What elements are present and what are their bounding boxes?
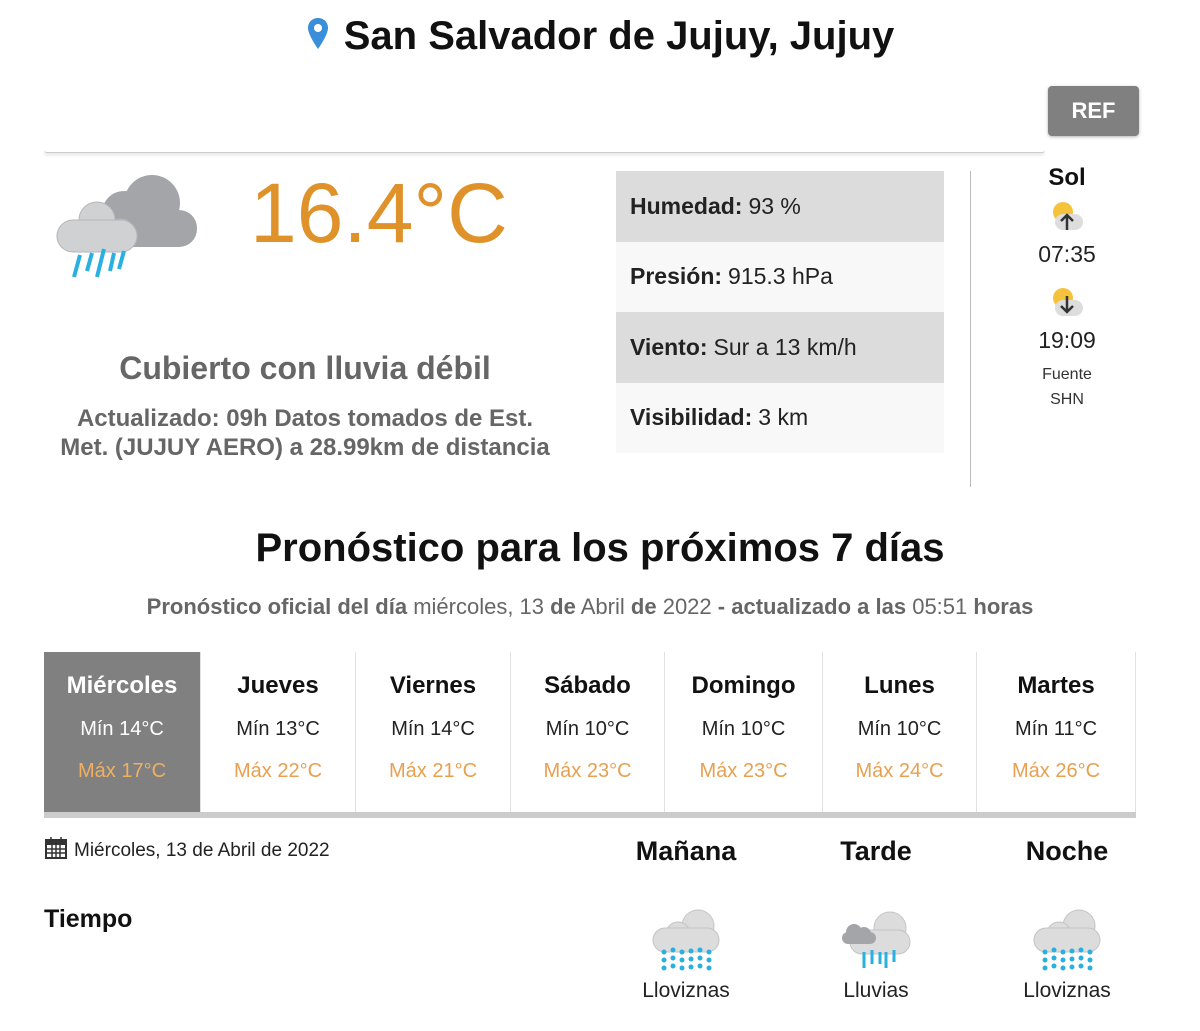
stat-value: 93 %	[748, 192, 801, 219]
stat-label: Viento:	[630, 333, 708, 360]
day-max: Máx 24°C	[855, 760, 944, 782]
sunrise-time: 07:35	[1038, 241, 1096, 267]
stat-value: 915.3 hPa	[728, 263, 833, 290]
day-name: Sábado	[544, 672, 631, 699]
calendar-icon	[45, 837, 67, 859]
map-pin-icon	[307, 18, 328, 49]
stat-value: 3 km	[758, 404, 809, 431]
forecast-subtitle: Pronóstico oficial del día miércoles, 13…	[0, 594, 1180, 620]
day-name: Domingo	[691, 672, 796, 699]
period-weather-morning: Lloviznas	[642, 979, 730, 1002]
day-name: Miércoles	[66, 672, 178, 699]
day-name: Viernes	[389, 672, 477, 699]
day-tabs: Miércoles Mín 14°C Máx 17°C Jueves Mín 13°C…	[44, 652, 1136, 818]
day-min: Mín 14°C	[80, 718, 164, 740]
sunrise-icon	[1053, 202, 1083, 230]
forecast-title: Pronóstico para los próximos 7 días	[255, 526, 945, 570]
subtitle-text: de	[630, 594, 657, 619]
drizzle-icon	[1033, 909, 1101, 971]
ref-button[interactable]: REF	[1048, 86, 1139, 136]
day-min: Mín 10°C	[857, 718, 942, 740]
drizzle-icon	[652, 909, 720, 971]
day-max: Máx 23°C	[699, 760, 788, 782]
divider	[970, 171, 971, 487]
rain-icon	[842, 911, 911, 968]
stat-visibility: Visibilidad: 3 km	[616, 382, 944, 453]
day-tab-domingo[interactable]: Domingo Mín 10°C Máx 23°C	[665, 652, 823, 812]
period-weather-afternoon: Lluvias	[843, 979, 909, 1002]
period-night: Noche	[1025, 836, 1109, 866]
source-label: Fuente	[1042, 366, 1092, 383]
subtitle-text: Pronóstico oficial del día	[146, 594, 408, 619]
stats-table: Humedad: 93 % Presión: 915.3 hPa Viento: Su…	[616, 171, 944, 453]
day-tab-jueves[interactable]: Jueves Mín 13°C Máx 22°C	[201, 652, 356, 812]
day-tab-lunes[interactable]: Lunes Mín 10°C Máx 24°C	[823, 652, 977, 812]
subtitle-month: Abril	[580, 594, 625, 619]
stat-label: Humedad:	[630, 192, 743, 219]
day-name: Martes	[1017, 672, 1095, 699]
day-name: Jueves	[237, 672, 319, 699]
stat-label: Visibilidad:	[630, 404, 753, 431]
day-max: Máx 17°C	[77, 760, 167, 782]
subtitle-text: horas	[973, 594, 1034, 619]
day-max: Máx 26°C	[1011, 760, 1101, 782]
day-tab-miercoles[interactable]: Miércoles Mín 14°C Máx 17°C	[44, 652, 201, 812]
day-tab-martes[interactable]: Martes Mín 11°C Máx 26°C	[977, 652, 1136, 812]
period-afternoon: Tarde	[840, 836, 912, 866]
divider	[44, 150, 1045, 153]
stat-label: Presión:	[630, 263, 723, 290]
sun-panel: Sol 07:35 19:09 Fuente SHN	[1017, 164, 1117, 412]
page-title: San Salvador de Jujuy, Jujuy	[0, 14, 1200, 59]
subtitle-year: 2022	[662, 594, 712, 619]
day-min: Mín 10°C	[545, 718, 630, 740]
subtitle-time: 05:51	[912, 594, 968, 619]
period-morning: Mañana	[635, 836, 737, 866]
subtitle-text: de	[550, 594, 576, 619]
selected-date: Miércoles, 13 de Abril de 2022	[44, 836, 330, 862]
day-max: Máx 23°C	[543, 760, 632, 782]
day-min: Mín 13°C	[236, 718, 320, 740]
current-temperature: 16.4°C	[250, 166, 508, 260]
day-name: Lunes	[864, 672, 935, 699]
current-condition: Cubierto con lluvia débil	[119, 350, 491, 386]
day-max: Máx 21°C	[388, 760, 478, 782]
weather-row-label: Tiempo	[44, 905, 133, 933]
day-tab-sabado[interactable]: Sábado Mín 10°C Máx 23°C	[511, 652, 665, 812]
stat-value: Sur a 13 km/h	[713, 333, 857, 360]
day-min: Mín 10°C	[701, 718, 786, 740]
stat-pressure: Presión: 915.3 hPa	[616, 241, 944, 312]
update-info: Actualizado: 09h Datos tomados de Est. M…	[60, 405, 550, 461]
subtitle-text: - actualizado a las	[717, 594, 907, 619]
day-min: Mín 11°C	[1014, 718, 1098, 740]
location-name: San Salvador de Jujuy, Jujuy	[343, 14, 895, 58]
cloud-rain-icon	[56, 175, 197, 278]
source-name: SHN	[1050, 391, 1084, 408]
day-max: Máx 22°C	[233, 760, 323, 782]
day-tab-viernes[interactable]: Viernes Mín 14°C Máx 21°C	[356, 652, 511, 812]
stat-wind: Viento: Sur a 13 km/h	[616, 312, 944, 383]
sun-title: Sol	[1048, 164, 1086, 191]
date-text: Miércoles, 13 de Abril de 2022	[74, 840, 330, 861]
day-min: Mín 14°C	[391, 718, 475, 740]
sunset-icon	[1053, 288, 1083, 316]
subtitle-day: miércoles, 13	[413, 594, 545, 619]
sunset-time: 19:09	[1038, 327, 1096, 353]
period-weather-night: Lloviznas	[1023, 979, 1111, 1002]
stat-humidity: Humedad: 93 %	[616, 171, 944, 242]
